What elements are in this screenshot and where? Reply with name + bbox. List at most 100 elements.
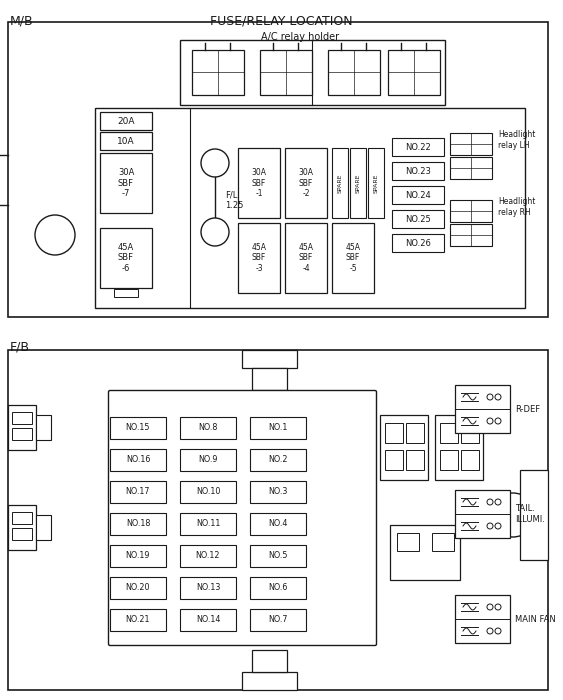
Text: 30A
SBF
-1: 30A SBF -1 <box>252 168 266 198</box>
Bar <box>180 545 236 567</box>
Text: R-DEF: R-DEF <box>515 405 540 414</box>
Text: F/B: F/B <box>10 340 30 353</box>
Bar <box>110 609 166 631</box>
Text: NO.14: NO.14 <box>196 615 220 624</box>
Text: NO.22: NO.22 <box>405 143 431 151</box>
Text: 20A: 20A <box>117 116 135 125</box>
Circle shape <box>495 523 501 529</box>
Circle shape <box>491 493 535 537</box>
Bar <box>461 423 479 443</box>
Bar <box>285 148 327 218</box>
Bar <box>180 417 236 439</box>
Text: NO.15: NO.15 <box>126 424 150 433</box>
Bar <box>250 417 306 439</box>
Bar <box>110 449 166 471</box>
Bar <box>114 289 138 297</box>
Bar <box>180 481 236 503</box>
Bar <box>250 577 306 599</box>
Bar <box>180 449 236 471</box>
Text: NO.7: NO.7 <box>268 615 288 624</box>
Text: NO.24: NO.24 <box>405 190 431 199</box>
Text: NO.23: NO.23 <box>405 167 431 176</box>
Bar <box>392 138 444 156</box>
Text: 30A
SBF
-2: 30A SBF -2 <box>298 168 314 198</box>
Text: FUSE/RELAY LOCATION: FUSE/RELAY LOCATION <box>209 14 352 27</box>
Bar <box>385 423 403 443</box>
Bar <box>252 368 287 390</box>
Bar <box>450 133 492 155</box>
Text: NO.9: NO.9 <box>198 456 218 465</box>
Bar <box>392 162 444 180</box>
Text: NO.25: NO.25 <box>405 214 431 223</box>
Text: Headlight
relay RH: Headlight relay RH <box>498 197 535 217</box>
Bar <box>332 223 374 293</box>
Bar <box>450 224 492 246</box>
Bar <box>242 350 297 368</box>
Circle shape <box>35 215 75 255</box>
Bar <box>450 200 492 222</box>
Text: 45A
SBF
-3: 45A SBF -3 <box>252 243 266 273</box>
Bar <box>36 415 51 440</box>
Bar <box>180 609 236 631</box>
Bar <box>95 108 525 308</box>
Bar <box>461 450 479 470</box>
Bar <box>250 513 306 535</box>
Bar <box>12 412 32 424</box>
Bar <box>285 223 327 293</box>
Bar <box>250 609 306 631</box>
Circle shape <box>487 628 493 634</box>
Circle shape <box>487 394 493 400</box>
Bar <box>435 415 483 480</box>
Bar <box>100 153 152 213</box>
Bar <box>450 157 492 179</box>
Circle shape <box>495 604 501 610</box>
Bar <box>350 148 366 218</box>
Text: NO.10: NO.10 <box>196 487 220 496</box>
Text: M/B: M/B <box>10 14 34 27</box>
Bar <box>406 450 424 470</box>
Bar <box>455 490 510 538</box>
Circle shape <box>495 418 501 424</box>
Bar <box>440 423 458 443</box>
Bar <box>180 40 445 105</box>
Bar <box>440 450 458 470</box>
Bar <box>260 50 312 95</box>
Circle shape <box>495 499 501 505</box>
Bar <box>390 525 460 580</box>
Bar <box>368 148 384 218</box>
Circle shape <box>495 394 501 400</box>
Text: NO.2: NO.2 <box>268 456 288 465</box>
Text: NO.26: NO.26 <box>405 239 431 248</box>
Bar <box>250 449 306 471</box>
Bar <box>180 513 236 535</box>
Bar <box>8 505 36 550</box>
Circle shape <box>495 628 501 634</box>
Bar <box>110 577 166 599</box>
Text: NO.1: NO.1 <box>269 424 288 433</box>
Text: 10A: 10A <box>117 136 135 146</box>
Bar <box>332 148 348 218</box>
Text: Headlight
relay LH: Headlight relay LH <box>498 130 535 150</box>
Bar <box>380 415 428 480</box>
Bar <box>238 148 280 218</box>
Circle shape <box>487 499 493 505</box>
Text: NO.4: NO.4 <box>269 519 288 528</box>
Text: NO.8: NO.8 <box>198 424 218 433</box>
Text: 45A
SBF
-5: 45A SBF -5 <box>346 243 360 273</box>
Text: NO.17: NO.17 <box>126 487 150 496</box>
Bar <box>392 186 444 204</box>
Text: 45A
SBF
-4: 45A SBF -4 <box>298 243 314 273</box>
Text: NO.12: NO.12 <box>196 552 220 561</box>
Bar <box>8 350 548 690</box>
Text: SPARE: SPARE <box>373 174 378 192</box>
Bar <box>455 595 510 643</box>
Text: A/C relay holder: A/C relay holder <box>261 32 339 42</box>
Bar <box>8 405 36 450</box>
Text: NO.13: NO.13 <box>196 584 220 592</box>
Bar <box>12 528 32 540</box>
Bar <box>242 672 297 690</box>
Circle shape <box>201 149 229 177</box>
Text: F/L
1.25: F/L 1.25 <box>225 190 243 210</box>
Bar <box>397 533 419 551</box>
Bar <box>100 112 152 130</box>
